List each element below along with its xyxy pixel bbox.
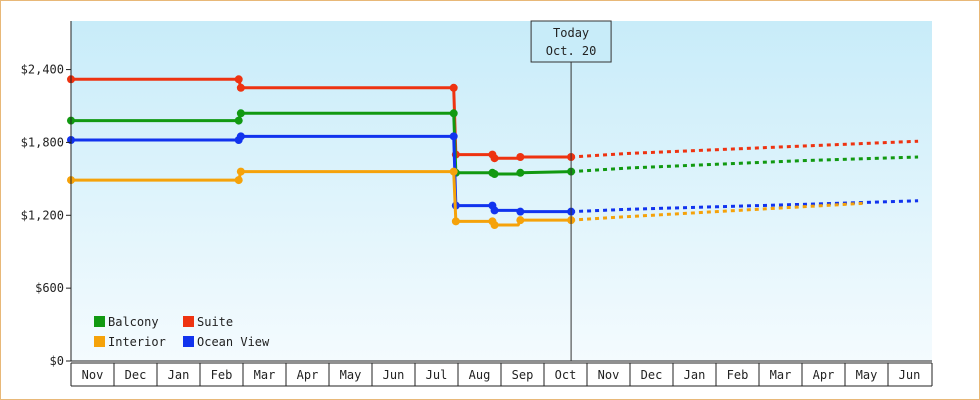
series-point [236, 109, 245, 118]
series-point [516, 153, 525, 161]
series-point [490, 206, 499, 215]
series-forecast-line [570, 201, 867, 222]
month-label: Nov [598, 368, 620, 382]
series-point [451, 217, 460, 226]
month-label: Sep [512, 368, 534, 382]
legend-swatch [183, 336, 194, 347]
month-label: Oct [555, 368, 577, 382]
month-label: Feb [727, 368, 749, 382]
month-label: Apr [813, 368, 835, 382]
series-point [449, 83, 458, 92]
month-label: Jan [168, 368, 190, 382]
series-point [449, 109, 458, 118]
month-label: Jan [684, 368, 706, 382]
series-layer [67, 75, 919, 229]
series-point [490, 154, 499, 163]
plot-background [71, 21, 932, 361]
series-point [490, 221, 499, 229]
legend-label: Suite [197, 315, 233, 329]
axes-layer: $0 $600 $1,200 $1,800 $2,400 Nov Dec Jan Feb Mar A… [21, 21, 933, 387]
month-label: Apr [297, 368, 319, 382]
series-point [449, 132, 458, 141]
month-label: Mar [770, 368, 792, 382]
series-forecast-line [571, 199, 919, 214]
series-point [236, 132, 245, 141]
month-label: Aug [469, 368, 491, 382]
legend-label: Balcony [108, 315, 159, 329]
month-label: Nov [82, 368, 104, 382]
month-label: May [340, 368, 362, 382]
series-point [516, 168, 525, 177]
today-date: Oct. 20 [546, 44, 597, 58]
legend-swatch [183, 316, 194, 327]
legend: Balcony Suite Interior Ocean View [94, 315, 270, 349]
legend-label: Interior [108, 335, 166, 349]
month-label: Dec [125, 368, 147, 382]
series-forecast-line [570, 139, 919, 159]
y-tick-label: $0 [50, 354, 64, 368]
month-label: Jun [899, 368, 921, 382]
legend-label: Ocean View [197, 335, 270, 349]
legend-swatch [94, 316, 105, 327]
series-forecast-line [570, 155, 919, 174]
today-marker: Today Oct. 20 [530, 20, 612, 361]
month-label: Jun [383, 368, 405, 382]
series-point [236, 83, 245, 92]
y-tick-label: $1,200 [21, 208, 64, 222]
series-point [234, 176, 243, 185]
series-point [516, 216, 525, 225]
month-label: May [856, 368, 878, 382]
y-tick-label: $600 [35, 281, 64, 295]
series-point [234, 116, 243, 125]
today-box [530, 20, 612, 63]
month-label: Mar [254, 368, 276, 382]
y-tick-label: $2,400 [21, 63, 64, 77]
month-label: Dec [641, 368, 663, 382]
today-label: Today [553, 26, 589, 40]
month-label: Jul [426, 368, 448, 382]
legend-swatch [94, 336, 105, 347]
series-point [490, 170, 499, 178]
series-point [449, 167, 458, 176]
series-point [236, 167, 245, 176]
series-point [516, 207, 525, 216]
y-tick-label: $1,800 [21, 135, 64, 149]
month-label: Feb [211, 368, 233, 382]
series-point [234, 75, 243, 84]
